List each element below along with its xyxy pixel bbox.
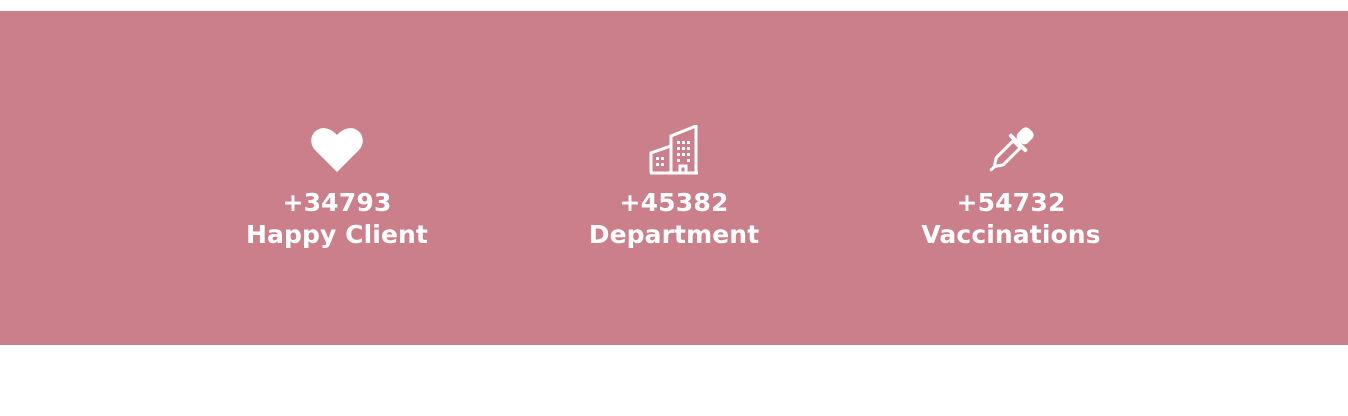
building-icon [647,123,701,177]
stat-label: Happy Client [246,220,428,249]
stats-section: +34793 Happy Client [0,11,1348,345]
stat-label: Vaccinations [921,220,1101,249]
dropper-icon [984,123,1038,177]
stat-label: Department [588,220,760,249]
bottom-space [0,345,1348,416]
stat-happy-client: +34793 Happy Client [217,123,457,251]
stat-number: +54732 [956,188,1066,217]
stat-department: +45382 Department [554,123,794,251]
stat-number: +34793 [282,188,392,217]
stat-vaccinations: +54732 Vaccinations [891,123,1131,251]
heart-icon [310,123,364,177]
stat-number: +45382 [619,188,729,217]
top-gap [0,0,1348,11]
